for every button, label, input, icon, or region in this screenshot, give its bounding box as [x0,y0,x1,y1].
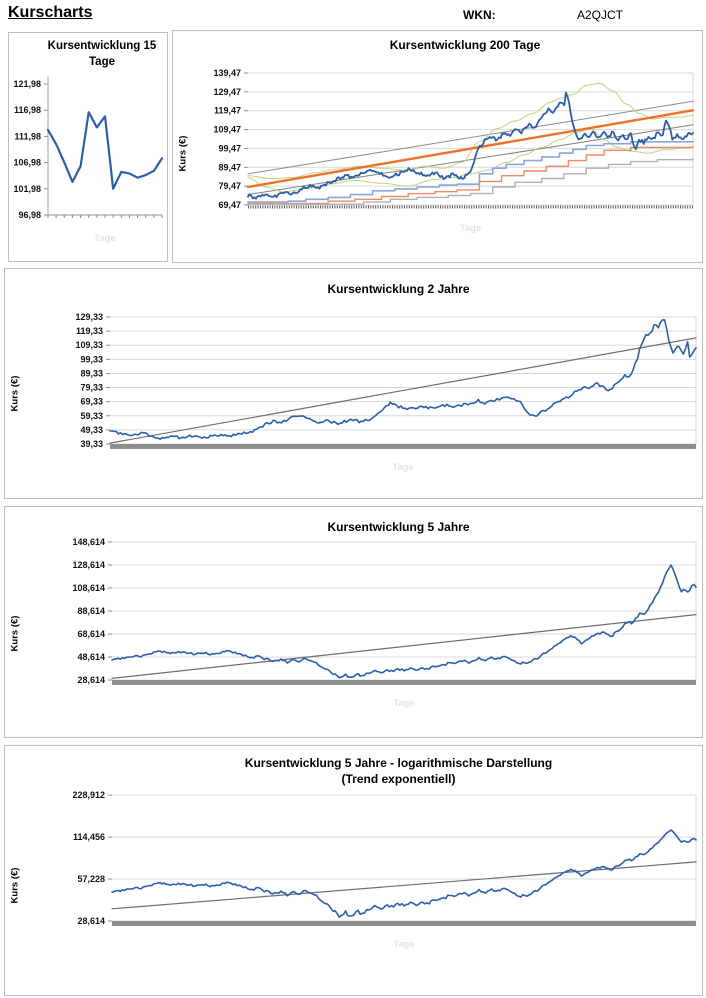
series-Stufe-grau [247,157,694,205]
series-Kurs [109,318,697,440]
series-Trend-exponentiell [111,861,697,910]
y-tick-label: 114,456 [73,832,105,842]
page-title: Kurscharts [8,4,93,21]
y-tick-label: 109,33 [75,340,103,350]
y-tick-label: 28,614 [77,675,105,685]
y-tick-label: 129,47 [213,86,241,96]
wkn-value: A2QJCT [577,8,624,22]
chart-title: Kursentwicklung 5 Jahre - logarithmische… [244,756,553,770]
chart-200-tage[interactable]: Kursentwicklung 200 Tage Kurs (€) 139,47… [172,30,703,263]
y-tick-label: 39,33 [80,439,103,449]
series-Trend [111,613,697,679]
chart-title: Kursentwicklung 15 Tage [47,40,157,68]
y-tick-label: 119,47 [214,105,241,115]
y-tick-label: 89,33 [80,368,103,378]
y-tick-label: 108,614 [72,583,105,593]
chart-title: Kursentwicklung 5 Jahre [327,520,470,534]
chart-plot-2-jahre: 129,33 119,33 109,33 99,33 89,33 79,33 69,33 59… [75,312,697,473]
y-tick-label: 139,47 [213,68,241,78]
y-tick-label: 28,614 [77,916,105,926]
series-Kurs [247,91,694,200]
chart-plot-200-tage: 139,47 129,47 119,47 109,47 99,47 89,47 79,47 6… [213,68,695,234]
y-axis-title: Kurs (€) [9,867,21,904]
y-tick-label: 49,33 [80,424,103,434]
x-axis-title: Tage [393,698,414,709]
y-tick-label: 99,47 [218,143,241,153]
chart-2-jahre[interactable]: Kursentwicklung 2 Jahre Kurs (€) 129,33 1… [4,268,703,499]
series-Stufe-blau [247,140,694,203]
x-axis-title: Tage [393,939,414,950]
y-tick-label: 129,33 [75,312,103,322]
x-axis-title: Tage [392,462,413,473]
y-tick-label: 99,33 [80,354,103,364]
y-axis-title: Kurs (€) [9,615,21,652]
series-oberes-Band [247,82,694,179]
chart-5-jahre[interactable]: Kursentwicklung 5 Jahre Kurs (€) 148,614… [4,506,703,738]
chart-title: Kursentwicklung 2 Jahre [327,282,470,296]
series-Kurs [46,111,164,190]
x-axis-title: Tage [94,233,115,244]
y-tick-label: 228,912 [72,790,105,800]
series-Trend [109,336,697,444]
y-tick-label: 89,47 [218,162,241,172]
wkn-label: WKN: [463,8,496,22]
y-tick-label: 106,98 [13,158,41,168]
y-tick-label: 128,614 [72,560,105,570]
y-tick-label: 57,228 [77,874,105,884]
chart-subtitle: (Trend exponentiell) [341,771,456,786]
x-axis-title: Tage [460,223,481,234]
series-oberer-Kanal [247,100,694,174]
chart-title: Kursentwicklung 200 Tage [389,38,541,52]
y-tick-label: 79,33 [80,382,103,392]
y-tick-label: 111,98 [14,131,41,141]
series-Stufe-orange [247,145,694,204]
y-tick-label: 59,33 [80,410,103,420]
chart-plot-15-tage: 121,98 116,98 111,98 106,98 101,98 96,98 Tage [13,76,164,244]
chart-15-tage[interactable]: Kursentwicklung 15 Tage 121,98 116,98 111,… [8,32,168,262]
y-tick-label: 121,98 [13,79,41,89]
y-tick-label: 119,33 [76,326,103,336]
y-tick-label: 101,98 [13,184,41,194]
series-unterer-Kanal [247,123,694,195]
y-axis-title: Kurs (€) [177,135,189,172]
series-Kurs [111,829,697,919]
y-tick-label: 88,614 [77,606,105,616]
y-tick-label: 48,614 [77,652,105,662]
series-Kurs [111,563,697,679]
y-tick-label: 79,47 [218,181,241,191]
chart-plot-5-jahre: 148,614 128,614 108,614 88,614 68,614 48,614 2… [72,537,697,709]
y-tick-label: 69,33 [80,396,103,406]
y-tick-label: 69,47 [218,200,241,210]
y-tick-label: 68,614 [77,629,105,639]
y-tick-label: 116,98 [14,105,41,115]
y-tick-label: 148,614 [72,537,105,547]
chart-plot-5-jahre-log: 228,912 114,456 57,228 28,614 Tage [72,790,697,950]
y-tick-label: 96,98 [18,210,41,220]
y-tick-label: 109,47 [213,124,241,134]
y-axis-title: Kurs (€) [9,375,21,412]
series-Trend [246,108,695,188]
chart-5-jahre-log[interactable]: Kursentwicklung 5 Jahre - logarithmische… [4,745,703,996]
